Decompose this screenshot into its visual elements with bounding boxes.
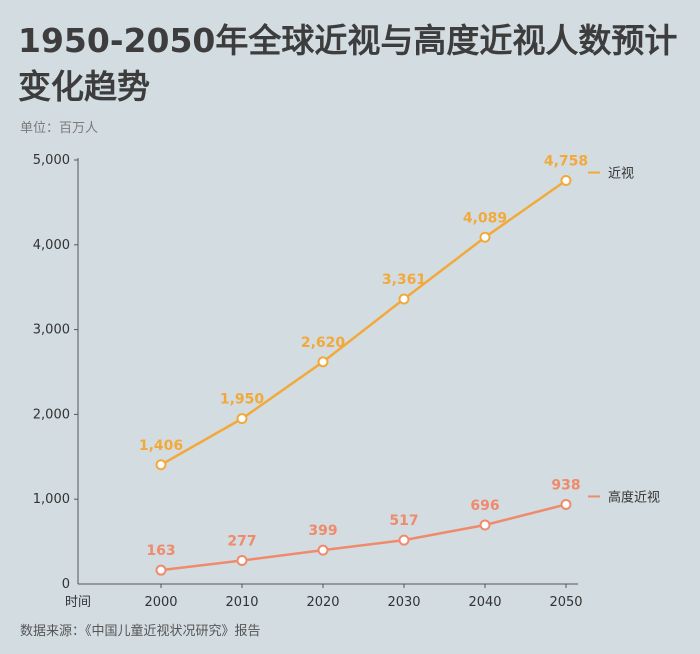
y-tick-label: 3,000 xyxy=(33,323,70,338)
x-tick-label: 2040 xyxy=(468,595,501,610)
data-point xyxy=(398,293,410,305)
data-label: 163 xyxy=(146,543,175,559)
y-tick-label: 5,000 xyxy=(33,153,70,168)
data-label: 4,758 xyxy=(544,154,588,170)
x-tick-label: 2010 xyxy=(225,595,258,610)
data-label: 3,361 xyxy=(382,272,426,288)
data-label: 517 xyxy=(389,513,418,529)
source-note: 数据来源：《中国儿童近视状况研究》报告 xyxy=(20,624,261,639)
data-point xyxy=(236,555,248,567)
y-tick-label: 0 xyxy=(62,577,70,592)
legend-label: 近视 xyxy=(608,167,634,182)
x-axis-label: 时间 xyxy=(65,595,91,610)
y-tick-label: 1,000 xyxy=(33,492,70,507)
data-point xyxy=(317,356,329,368)
data-label: 696 xyxy=(470,498,499,514)
x-tick-label: 2050 xyxy=(549,595,582,610)
series-line-1 xyxy=(160,503,567,572)
data-label: 4,089 xyxy=(463,210,507,226)
data-point xyxy=(155,459,167,471)
unit-label: 单位：百万人 xyxy=(20,121,99,136)
series-line-0 xyxy=(160,179,567,466)
data-point xyxy=(479,231,491,243)
data-label: 2,620 xyxy=(301,335,346,351)
data-point xyxy=(236,413,248,425)
data-label: 938 xyxy=(551,477,580,493)
data-point xyxy=(155,564,167,576)
data-point xyxy=(479,519,491,531)
data-point xyxy=(317,544,329,556)
data-label: 399 xyxy=(308,523,337,539)
data-label: 1,406 xyxy=(139,438,183,454)
y-tick-label: 2,000 xyxy=(33,407,70,422)
x-tick-label: 2020 xyxy=(306,595,339,610)
chart-title: 1950-2050年全球近视与高度近视人数预计变化趋势 xyxy=(18,21,678,106)
data-label: 1,950 xyxy=(220,392,265,408)
x-tick-label: 2000 xyxy=(144,595,177,610)
data-point xyxy=(560,498,572,510)
legend-label: 高度近视 xyxy=(608,489,660,505)
data-label: 277 xyxy=(227,534,256,550)
data-point xyxy=(560,175,572,187)
x-tick-label: 2030 xyxy=(387,595,420,610)
y-tick-label: 4,000 xyxy=(33,238,70,253)
data-point xyxy=(398,534,410,546)
